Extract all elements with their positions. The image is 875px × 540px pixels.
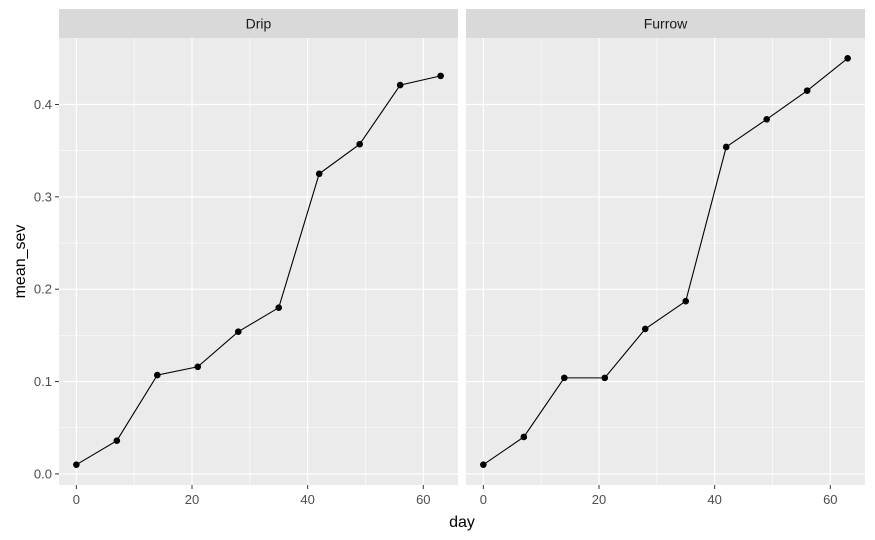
y-tick-label: 0.2 bbox=[34, 282, 52, 297]
data-point bbox=[113, 437, 121, 444]
data-point bbox=[396, 81, 404, 89]
facet-panel-furrow: Furrow 0 20 40 60 bbox=[466, 9, 865, 507]
data-point bbox=[194, 363, 202, 371]
x-tick-label: 20 bbox=[185, 492, 199, 507]
y-tick-label: 0.4 bbox=[34, 97, 52, 112]
x-axis-title: day bbox=[449, 514, 475, 531]
data-point bbox=[275, 304, 283, 311]
x-tick-label: 0 bbox=[73, 492, 80, 507]
y-tick-label: 0.3 bbox=[34, 189, 52, 204]
data-point bbox=[480, 461, 487, 468]
data-point bbox=[763, 115, 770, 123]
series-line-furrow bbox=[483, 57, 848, 466]
data-point bbox=[722, 143, 730, 151]
y-tick-label: 0.1 bbox=[34, 374, 52, 389]
data-point bbox=[844, 55, 851, 62]
panel-background bbox=[466, 38, 865, 485]
data-point bbox=[520, 433, 528, 441]
x-tick-label: 20 bbox=[592, 492, 606, 507]
x-tick-label: 60 bbox=[823, 492, 837, 507]
data-point bbox=[154, 371, 161, 379]
data-point bbox=[356, 140, 363, 148]
y-tick-label: 0.0 bbox=[34, 466, 52, 481]
x-tick-label: 40 bbox=[300, 492, 314, 507]
x-tick-label: 60 bbox=[416, 492, 430, 507]
data-point bbox=[437, 72, 444, 80]
data-point bbox=[73, 461, 80, 468]
y-axis-title: mean_sev bbox=[12, 225, 29, 299]
facet-strip bbox=[59, 9, 458, 38]
data-point bbox=[561, 374, 568, 382]
data-point bbox=[641, 325, 649, 333]
facet-panel-drip: Drip 0 20 40 60 0.0 0.1 0.2 0.3 0.4 bbox=[34, 9, 458, 507]
data-point bbox=[315, 170, 323, 178]
data-point bbox=[234, 328, 242, 335]
panel-background bbox=[59, 38, 458, 485]
facet-strip bbox=[466, 9, 865, 38]
data-point bbox=[682, 297, 690, 305]
data-point bbox=[601, 374, 609, 382]
facet-strip-label: Drip bbox=[246, 16, 272, 32]
x-tick-label: 40 bbox=[707, 492, 721, 507]
data-point bbox=[803, 87, 811, 94]
facet-strip-label: Furrow bbox=[644, 16, 688, 32]
x-tick-label: 0 bbox=[480, 492, 487, 507]
series-line-drip bbox=[76, 75, 441, 466]
